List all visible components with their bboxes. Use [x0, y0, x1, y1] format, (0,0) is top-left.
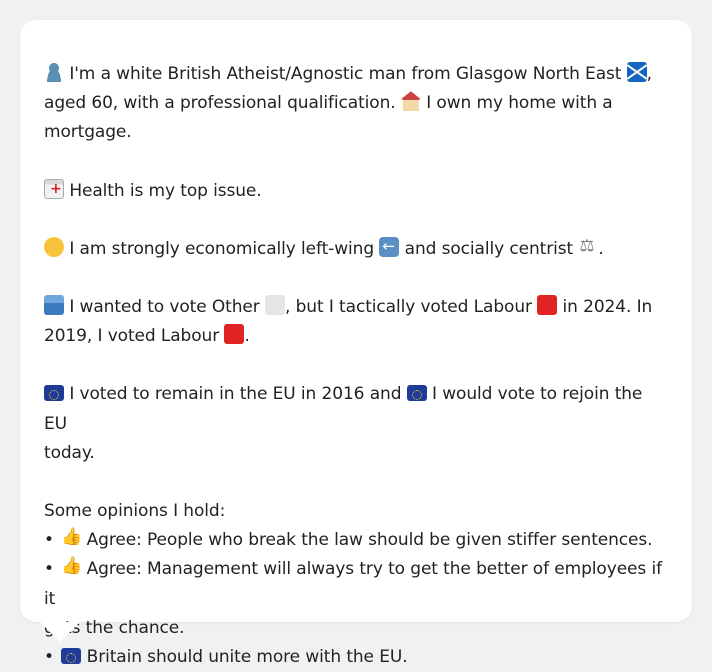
health-paragraph: Health is my top issue. [44, 177, 668, 206]
vote-paragraph: I wanted to vote Other , but I tacticall… [44, 293, 668, 351]
eu-flag-icon [61, 648, 82, 665]
opinion-continuation: gets the chance. [44, 617, 185, 638]
list-item: • Agree: People who break the law should… [44, 526, 668, 555]
opinions-section: Some opinions I hold: • Agree: People wh… [44, 497, 668, 672]
intro-comma: , [646, 64, 652, 84]
age-qualification-text: aged 60, with a professional qualificati… [44, 93, 396, 114]
economic-text: I am strongly economically left-wing [69, 238, 375, 259]
ballot-box-icon [44, 295, 64, 316]
thumbs-up-icon [61, 526, 82, 548]
left-arrow-icon [379, 236, 400, 257]
bullet: • [44, 559, 54, 580]
thinking-face-icon [44, 236, 64, 257]
opinions-heading: Some opinions I hold: [44, 501, 226, 522]
bullet: • [44, 647, 54, 668]
intro-text: I'm a white British Atheist/Agnostic man… [69, 64, 622, 84]
opinion-text: Agree: People who break the law should b… [86, 530, 653, 551]
eu-flag-icon [406, 385, 427, 402]
person-icon [44, 62, 64, 82]
house-icon [400, 91, 421, 112]
list-item: • Agree: Management will always try to g… [44, 555, 668, 613]
remain-text: I voted to remain in the EU in 2016 and [69, 384, 402, 405]
opinion-text: Agree: Management will always try to get… [44, 559, 662, 609]
health-text: Health is my top issue. [69, 180, 262, 201]
politics-period: . [598, 238, 604, 259]
red-square-icon [537, 295, 558, 316]
opinion-text: Britain should unite more with the EU. [86, 647, 408, 668]
balance-scale-icon [578, 236, 598, 257]
grey-square-icon [265, 295, 285, 316]
rejoin-text: I would vote to rejoin the EU [44, 384, 643, 434]
list-item: • Britain should unite more with the EU. [44, 643, 668, 672]
scotland-flag-icon [626, 62, 647, 82]
vote-2019-text: 2019, I voted Labour [44, 326, 220, 347]
eu-paragraph: I voted to remain in the EU in 2016 and … [44, 380, 668, 468]
bullet: • [44, 530, 54, 551]
year-2024-text: in 2024. In [562, 297, 653, 318]
speech-bubble-tail [40, 622, 80, 642]
mortgage-text: mortgage. [44, 122, 132, 143]
hospital-icon [44, 178, 64, 199]
social-text: and socially centrist [404, 238, 574, 259]
profile-card: I'm a white British Atheist/Agnostic man… [20, 20, 692, 667]
vote-period: . [244, 326, 250, 347]
home-text: I own my home with a [426, 93, 613, 114]
red-square-icon [224, 324, 245, 345]
thumbs-up-icon [61, 555, 82, 577]
politics-paragraph: I am strongly economically left-wing and… [44, 235, 668, 264]
today-text: today. [44, 442, 95, 463]
wanted-vote-text: I wanted to vote Other [69, 297, 260, 318]
tactical-vote-text: , but I tactically voted Labour [285, 297, 532, 318]
eu-flag-icon [44, 385, 64, 402]
intro-paragraph: I'm a white British Atheist/Agnostic man… [44, 60, 668, 148]
